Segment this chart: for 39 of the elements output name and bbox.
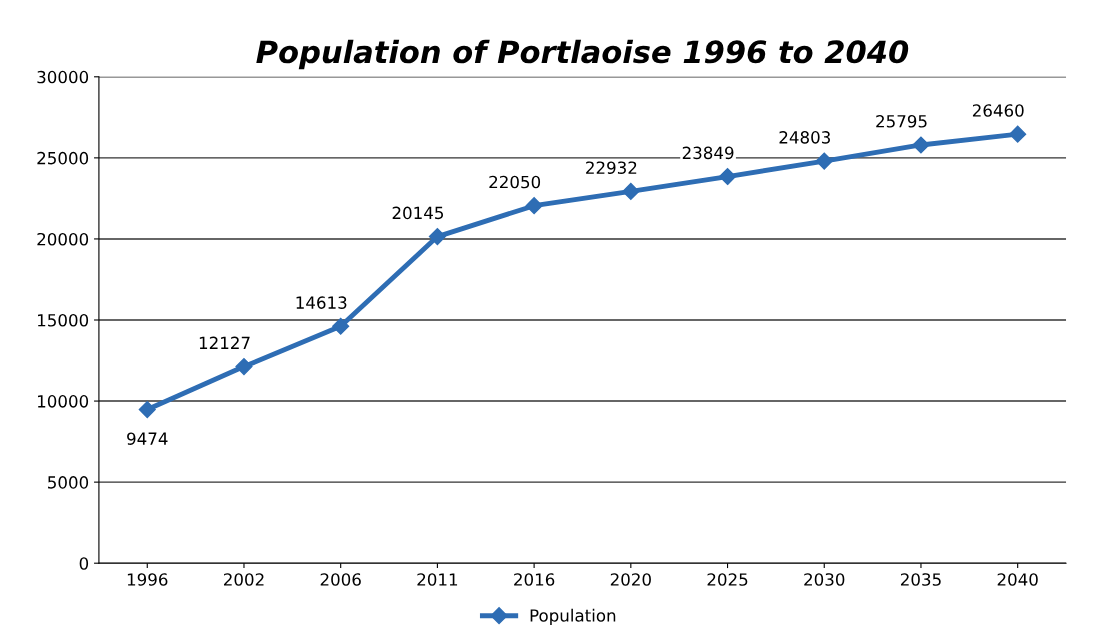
x-tick-label: 2020	[610, 573, 651, 586]
y-tick-label: 30000	[37, 70, 89, 84]
x-tick-label: 2030	[804, 573, 845, 586]
y-tick-label: 25000	[37, 151, 89, 165]
data-label: 14613	[296, 296, 347, 309]
point	[815, 152, 833, 170]
point	[718, 167, 737, 186]
chart-title: Population of Portlaoise 1996 to 2040	[256, 39, 909, 70]
x-tick-label: 2002	[223, 573, 264, 586]
point	[622, 182, 640, 200]
point	[1009, 125, 1027, 143]
point	[332, 317, 350, 335]
y-tick-label: 0	[79, 557, 89, 570]
x-tick-label: 2011	[417, 573, 458, 586]
point	[525, 197, 543, 215]
y-tick-label: 20000	[37, 232, 89, 246]
point	[428, 228, 446, 246]
y-tick-label: 15000	[38, 313, 89, 327]
legend-label: Population	[530, 608, 616, 625]
point	[912, 136, 930, 154]
data-label: 25795	[876, 114, 927, 128]
point	[138, 401, 156, 419]
data-label: 26460	[972, 104, 1024, 117]
y-tick-label: 10000	[38, 395, 89, 408]
x-tick-label: 2025	[707, 573, 748, 586]
x-tick-label: 1996	[127, 573, 168, 586]
data-label: 9474	[127, 432, 168, 445]
data-label: 12127	[199, 336, 250, 349]
data-label: 22932	[586, 161, 637, 175]
data-label: 22050	[489, 175, 541, 189]
x-tick-label: 2006	[320, 573, 361, 586]
data-label: 24803	[779, 131, 830, 144]
x-tick-label: 2035	[900, 573, 941, 586]
x-tick-label: 2040	[997, 573, 1038, 586]
y-tick-label: 5000	[48, 476, 89, 489]
data-label: 20145	[392, 206, 444, 220]
x-tick-label: 2016	[514, 573, 555, 586]
point	[235, 358, 253, 376]
data-label: 23849	[682, 146, 734, 160]
